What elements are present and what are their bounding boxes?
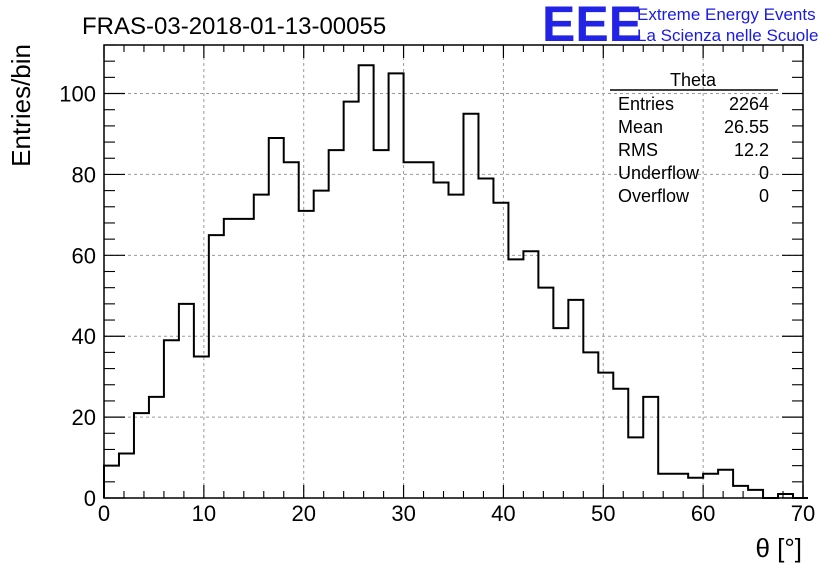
histogram-line <box>103 64 808 499</box>
stats-label: Underflow <box>618 163 700 183</box>
x-tick-label: 40 <box>491 501 515 526</box>
x-tick-label: 70 <box>791 501 815 526</box>
x-tick-label: 20 <box>291 501 315 526</box>
stats-value: 0 <box>759 186 769 206</box>
chart-title: FRAS-03-2018-01-13-00055 <box>82 13 386 40</box>
x-tick-label: 0 <box>98 501 110 526</box>
grid-lines <box>104 45 803 498</box>
y-tick-label: 60 <box>72 243 96 268</box>
y-tick-label: 100 <box>59 82 96 107</box>
stats-label: Entries <box>618 94 674 114</box>
stats-box-name: Theta <box>670 70 717 90</box>
logo-letters: EEE <box>542 0 642 52</box>
y-axis-title: Entries/bin <box>6 44 36 167</box>
stats-value: 0 <box>759 163 769 183</box>
x-tick-label: 10 <box>192 501 216 526</box>
stats-label: Mean <box>618 117 663 137</box>
x-tick-label: 60 <box>691 501 715 526</box>
logo: EEE Extreme Energy Events La Scienza nel… <box>542 0 818 52</box>
x-axis-title: θ [°] <box>755 533 802 563</box>
stats-value: 12.2 <box>734 140 769 160</box>
plot-frame <box>103 44 804 499</box>
x-tick-labels: 0 10 20 30 40 50 60 70 <box>98 501 815 526</box>
x-tick-label: 50 <box>591 501 615 526</box>
x-tick-label: 30 <box>391 501 415 526</box>
stats-value: 26.55 <box>724 117 769 137</box>
y-tick-labels: 0 20 40 60 80 100 <box>59 82 96 511</box>
y-tick-label: 40 <box>72 324 96 349</box>
y-tick-label: 0 <box>84 486 96 511</box>
stats-label: Overflow <box>618 186 690 206</box>
stats-box: Theta Entries 2264 Mean 26.55 RMS 12.2 Underfl… <box>610 70 778 206</box>
y-tick-label: 80 <box>72 162 96 187</box>
stats-label: RMS <box>618 140 658 160</box>
logo-line-2: La Scienza nelle Scuole <box>637 26 818 45</box>
stats-rows: Entries 2264 Mean 26.55 RMS 12.2 Underflow 0 Ove… <box>618 94 769 206</box>
stats-value: 2264 <box>729 94 769 114</box>
logo-line-1: Extreme Energy Events <box>637 5 816 24</box>
axis-ticks <box>103 44 804 499</box>
y-tick-label: 20 <box>72 405 96 430</box>
